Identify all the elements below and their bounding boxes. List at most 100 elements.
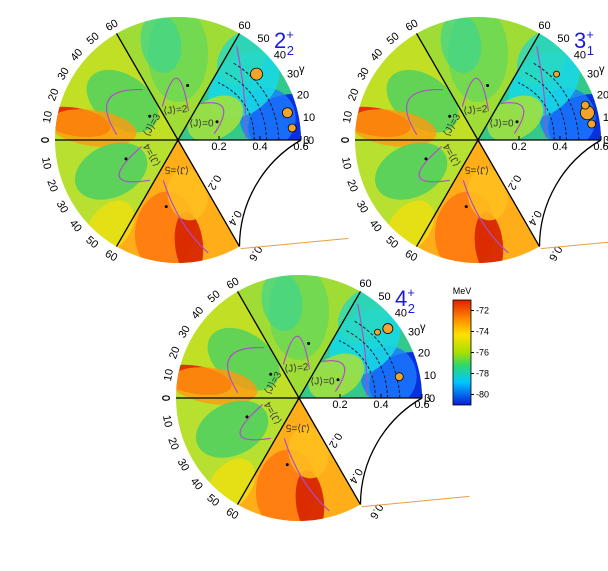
gamma-tick-label-left: 60 [104, 17, 121, 34]
gamma-tick-label-lower: 0 [159, 395, 171, 401]
gamma-tick-label-left: 40 [189, 305, 206, 322]
sector-label: ⟨J⟩=5 [164, 164, 189, 176]
colorbar-gradient [453, 300, 471, 405]
gamma-tick-label: 0 [429, 393, 435, 405]
gamma-tick-label: 20 [597, 90, 608, 102]
gamma-tick-label-lower: 30 [54, 199, 71, 216]
sector-label: ⟨J⟩=0 [189, 118, 214, 129]
minimum-marker [251, 68, 263, 80]
gamma-axis-symbol: γ [299, 63, 305, 75]
gamma-tick-label-lower: 30 [354, 199, 371, 216]
sector-label: ⟨J⟩=0 [310, 376, 335, 387]
beta-tick-label: 0.2 [511, 141, 526, 153]
beta-tick-label: 0.4 [373, 399, 388, 411]
projection-line [541, 238, 608, 248]
gamma-tick-label-lower: 40 [367, 218, 384, 235]
projection-line [362, 496, 470, 506]
sector-label: ⟨J⟩=2 [163, 104, 189, 117]
colorbar-tick-label: -74 [476, 327, 489, 337]
colorbar: MeV-72-74-76-78-80 [453, 286, 489, 405]
beta-tick-label: 0.2 [332, 399, 347, 411]
state-label-main: 4 [395, 286, 407, 311]
panel-outer-arc [540, 140, 602, 247]
state-label-sup: + [286, 27, 294, 42]
minimum-dot [286, 463, 289, 466]
minimum-dot [165, 205, 168, 208]
gamma-tick-label-left: 50 [385, 30, 402, 47]
gamma-tick-label-left: 50 [85, 30, 102, 47]
state-label-sup: + [586, 27, 594, 42]
gamma-tick-label-lower: 30 [175, 457, 192, 474]
gamma-tick-label-left: 30 [176, 324, 193, 341]
minimum-dot [516, 120, 519, 123]
gamma-tick-label: 50 [257, 33, 269, 45]
minimum-dot [216, 120, 219, 123]
minimum-dot [148, 115, 151, 118]
beta-tick-label: 0.2 [211, 141, 226, 153]
colorbar-unit: MeV [453, 286, 472, 296]
state-label-sub: 2 [408, 301, 415, 316]
outer-beta-tick-label: 0.2 [326, 431, 344, 450]
minimum-dot [448, 115, 451, 118]
gamma-tick-label: 30 [287, 69, 299, 81]
minimum-dot [245, 415, 248, 418]
gamma-tick-label: 20 [297, 90, 309, 102]
gamma-tick-label-lower: 50 [204, 492, 221, 509]
panel-outer-arc [240, 140, 302, 247]
beta-tick-label: 0.4 [552, 141, 567, 153]
gamma-tick-label: 50 [557, 33, 569, 45]
gamma-tick-label: 50 [378, 291, 390, 303]
colorbar-tick-label: -78 [476, 369, 489, 379]
gamma-tick-label-lower: 0 [338, 137, 350, 143]
gamma-tick-label: 10 [603, 112, 608, 124]
sector-label: ⟨J⟩=5 [464, 164, 489, 176]
minimum-dot [269, 373, 272, 376]
gamma-tick-label: 30 [587, 69, 599, 81]
state-label-sup: + [407, 285, 415, 300]
gamma-tick-label-left: 60 [225, 275, 242, 292]
outer-beta-tick-label: 0.2 [205, 173, 223, 192]
minimum-dot [337, 378, 340, 381]
minimum-marker [554, 71, 560, 77]
gamma-tick-label: 10 [424, 370, 436, 382]
minimum-dot [307, 342, 310, 345]
panel-2: 0.20.40.6βγ01020304050606050403020100010… [337, 6, 608, 277]
outer-beta-tick-label: 0.2 [505, 173, 523, 192]
gamma-tick-label-lower: 20 [165, 436, 180, 452]
gamma-tick-label-left: 10 [341, 110, 355, 124]
gamma-tick-label-left: 20 [346, 87, 361, 103]
sector-label: ⟨J⟩=0 [489, 118, 514, 129]
minimum-marker [395, 373, 403, 381]
gamma-tick-label: 30 [408, 327, 420, 339]
gamma-axis-symbol: γ [599, 63, 605, 75]
minimum-dot [186, 84, 189, 87]
gamma-tick-label: 60 [359, 278, 371, 290]
sector-label: ⟨J⟩=2 [463, 104, 489, 117]
gamma-tick-label-lower: 50 [383, 234, 400, 251]
gamma-tick-label-lower: 20 [344, 178, 359, 194]
panel-outer-arc [361, 398, 423, 505]
gamma-tick-label-lower: 10 [160, 414, 174, 428]
state-label-main: 2 [274, 28, 286, 53]
gamma-tick-label: 20 [418, 348, 430, 360]
minimum-marker [588, 120, 596, 128]
state-label-main: 3 [574, 28, 586, 53]
gamma-tick-label-left: 10 [162, 368, 176, 382]
gamma-tick-label-left: 60 [404, 17, 421, 34]
projection-line [241, 238, 349, 248]
gamma-tick-label-lower: 40 [67, 218, 84, 235]
gamma-tick-label-lower: 60 [224, 506, 241, 523]
gamma-tick-label-left: 40 [68, 47, 85, 64]
gamma-tick-label-lower: 60 [403, 248, 420, 265]
gamma-tick-label-lower: 60 [103, 248, 120, 265]
minimum-dot [486, 84, 489, 87]
gamma-tick-label: 60 [238, 20, 250, 32]
beta-tick-label: 0.4 [252, 141, 267, 153]
colorbar-tick-label: -76 [476, 348, 489, 358]
minimum-marker [288, 124, 296, 132]
gamma-tick-label: 60 [538, 20, 550, 32]
